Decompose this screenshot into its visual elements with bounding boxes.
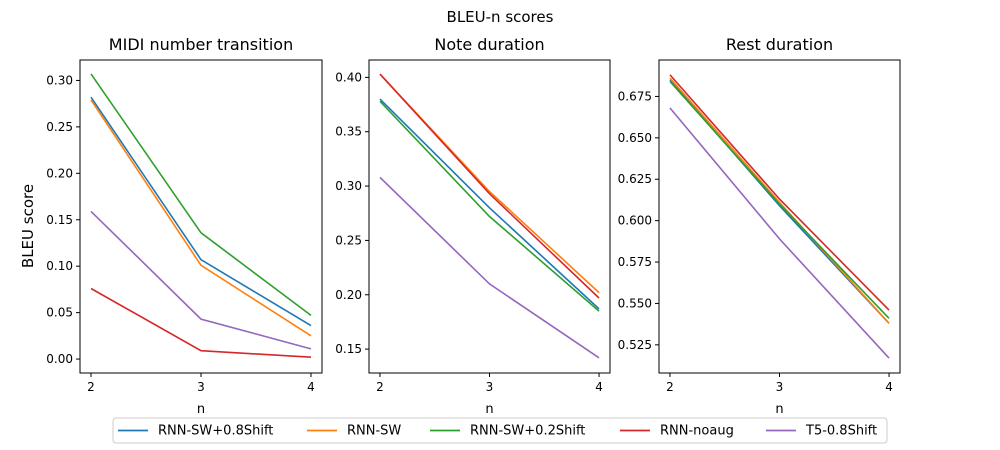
series-line-RNN-SW: [90, 99, 312, 337]
legend-entry: RNN-noaug: [660, 424, 734, 439]
series-line-T5-0.8Shift: [379, 176, 600, 359]
series-line-RNN-noaug: [669, 74, 890, 311]
y-tick-label: 0.05: [46, 306, 73, 320]
x-tick-label: 2: [376, 380, 384, 394]
legend-entry: RNN-SW+0.2Shift: [470, 424, 585, 439]
y-tick-label: 0.20: [335, 288, 362, 302]
y-tick-label: 0.675: [618, 89, 652, 103]
y-tick-label: 0.30: [335, 179, 362, 193]
y-tick-label: 0.650: [618, 131, 652, 145]
axes-frame: [368, 59, 611, 374]
series-line-RNN-noaug: [90, 287, 312, 358]
y-tick-label: 0.525: [618, 338, 652, 352]
axes-frame: [79, 59, 323, 374]
legend: RNN-SW+0.8Shift RNN-SW RNN-SW+0.2Shift RNN-…: [112, 417, 888, 444]
x-axis-title: n: [485, 402, 493, 417]
series-line-RNN-noaug: [379, 73, 600, 299]
y-tick-label: 0.20: [46, 166, 73, 180]
y-tick-label: 0.25: [46, 120, 73, 134]
y-axis-title: BLEU score: [19, 184, 37, 268]
series-line-T5-0.8Shift: [669, 107, 890, 359]
series-line-RNN-SW+0.2Shift: [379, 100, 600, 312]
y-tick-label: 0.625: [618, 172, 652, 186]
series-line-T5-0.8Shift: [90, 210, 312, 350]
x-tick-label: 4: [307, 380, 315, 394]
y-tick-label: 0.600: [618, 214, 652, 228]
x-tick-label: 2: [666, 380, 674, 394]
y-tick-label: 0.550: [618, 296, 652, 310]
panel-3: Rest duration 0.525 0.550 0.575 0.600 0.625 0.…: [618, 35, 901, 417]
y-tick-label: 0.15: [335, 342, 362, 356]
y-tick-label: 0.35: [335, 125, 362, 139]
y-tick-label: 0.00: [46, 352, 73, 366]
y-tick-label: 0.10: [46, 259, 73, 273]
panel-1: MIDI number transition 0.00 0.05 0.10 0.15 0.…: [46, 35, 323, 417]
series-line-RNN-SW+0.8Shift: [379, 98, 600, 310]
panel-title: Note duration: [434, 35, 544, 54]
legend-entry: T5-0.8Shift: [805, 424, 877, 439]
panel-title: Rest duration: [726, 35, 833, 54]
x-tick-label: 4: [885, 380, 893, 394]
panel-2: Note duration 0.15 0.20 0.25 0.30 0.35 0.40 2 3 4…: [335, 35, 611, 417]
series-line-RNN-SW+0.8Shift: [90, 96, 312, 327]
y-tick-label: 0.30: [46, 73, 73, 87]
axes-frame: [658, 59, 901, 374]
legend-entry: RNN-SW+0.8Shift: [158, 424, 273, 439]
figure-title: BLEU-n scores: [447, 8, 554, 26]
y-tick-label: 0.25: [335, 233, 362, 247]
x-axis-title: n: [197, 402, 205, 417]
y-tick-label: 0.575: [618, 255, 652, 269]
x-tick-label: 3: [776, 380, 784, 394]
legend-box: [112, 417, 888, 444]
legend-entry: RNN-SW: [347, 424, 401, 439]
x-tick-label: 4: [595, 380, 603, 394]
series-line-RNN-SW+0.2Shift: [669, 80, 890, 319]
series-line-RNN-SW: [669, 77, 890, 324]
panels: MIDI number transition 0.00 0.05 0.10 0.15 0.…: [46, 35, 901, 417]
y-tick-label: 0.40: [335, 70, 362, 84]
x-axis-title: n: [775, 402, 783, 417]
series-line-RNN-SW+0.2Shift: [90, 73, 312, 317]
x-tick-label: 3: [197, 380, 205, 394]
series-line-RNN-SW: [379, 73, 600, 294]
y-tick-label: 0.15: [46, 213, 73, 227]
x-tick-label: 2: [87, 380, 95, 394]
panel-title: MIDI number transition: [109, 35, 293, 54]
x-tick-label: 3: [486, 380, 494, 394]
